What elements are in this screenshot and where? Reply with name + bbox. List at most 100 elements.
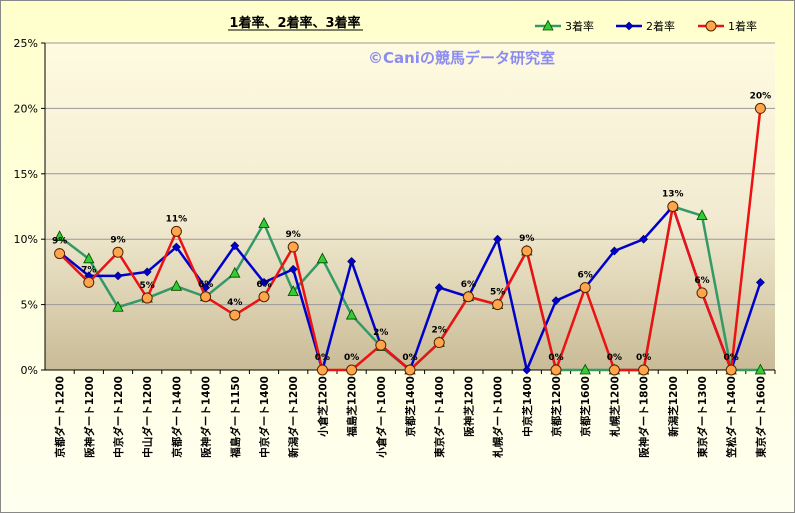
diamond-marker <box>230 241 240 251</box>
x-tick-label: 京都芝1200 <box>550 376 563 437</box>
data-label: 7% <box>81 265 96 275</box>
data-label: 9% <box>519 234 534 244</box>
grid-lines <box>41 42 776 374</box>
legend-item: 1着率 <box>698 19 757 33</box>
data-label: 2% <box>432 326 447 336</box>
circle-marker <box>404 364 416 376</box>
x-tick-label: 中京ダート1200 <box>112 376 125 458</box>
data-label: 6% <box>694 276 709 286</box>
y-tick-label: 15% <box>14 168 38 181</box>
x-tick-label: 札幌芝1200 <box>608 376 621 438</box>
circle-marker <box>725 364 737 376</box>
x-tick-label: 福島芝1200 <box>346 376 359 438</box>
circle-marker <box>492 299 504 311</box>
chart-title: 1着率、2着率、3着率 <box>229 15 360 31</box>
diamond-marker <box>113 271 123 281</box>
data-label: 20% <box>750 91 772 101</box>
triangle-marker <box>345 308 358 320</box>
y-tick-label: 25% <box>14 37 38 50</box>
data-label: 13% <box>662 190 684 200</box>
triangle-marker <box>754 363 767 375</box>
x-tick-label: 小倉ダート1000 <box>375 376 388 459</box>
circle-marker <box>200 291 212 303</box>
x-tick-label: 中山ダート1200 <box>141 376 154 458</box>
y-tick-labels: 0% 5% 10% 15% 20% 25% <box>14 37 38 377</box>
triangle-marker <box>258 217 270 228</box>
x-tick-label: 福島ダート1150 <box>229 376 242 459</box>
legend-label: 1着率 <box>728 19 757 33</box>
triangle-marker <box>696 209 708 221</box>
circle-marker <box>462 291 474 303</box>
data-label: 0% <box>344 353 359 363</box>
watermark: ©Caniの競馬データ研究室 <box>368 49 555 67</box>
data-label: 5% <box>140 281 155 291</box>
diamond-marker <box>522 365 532 375</box>
circle-marker <box>696 287 708 299</box>
circle-marker <box>550 364 562 376</box>
data-label: 9% <box>52 237 67 247</box>
x-tick-label: 中京ダート1400 <box>258 376 271 458</box>
legend-label: 3着率 <box>565 19 594 33</box>
data-label: 9% <box>286 230 301 240</box>
data-label: 6% <box>198 280 213 290</box>
triangle-marker <box>112 300 124 312</box>
diamond-marker <box>755 277 765 287</box>
x-tick-label: 中京芝1400 <box>521 376 534 437</box>
data-label: 0% <box>607 353 622 363</box>
data-label: 6% <box>461 280 476 290</box>
x-tick-label: 札幌ダート1000 <box>492 376 505 459</box>
data-label: 6% <box>256 280 271 290</box>
y-tick-label: 5% <box>21 299 38 312</box>
diamond-marker <box>259 277 269 287</box>
legend: 3着率 2着率 1着率 <box>535 19 757 33</box>
circle-marker <box>258 291 270 303</box>
legend-item: 2着率 <box>616 19 675 33</box>
y-tick-label: 20% <box>14 102 38 115</box>
circle-marker <box>287 241 299 253</box>
x-tick-label: 京都芝1400 <box>404 376 417 437</box>
data-label: 0% <box>315 353 330 363</box>
triangle-marker <box>542 19 554 31</box>
data-label: 0% <box>724 353 739 363</box>
diamond-marker <box>624 21 634 31</box>
diamond-marker <box>493 234 503 244</box>
data-label: 0% <box>548 353 563 363</box>
series-layer <box>53 102 767 376</box>
x-tick-label: 東京ダート1600 <box>754 376 767 458</box>
series-3 <box>54 102 766 376</box>
data-label: 0% <box>636 353 651 363</box>
diamond-marker <box>639 234 649 244</box>
data-label: 2% <box>373 328 388 338</box>
circle-marker <box>667 201 679 212</box>
circle-marker <box>83 276 95 288</box>
circle-marker <box>608 364 620 376</box>
data-label: 11% <box>166 214 188 224</box>
y-tick-label: 10% <box>14 233 38 246</box>
circle-marker <box>638 364 650 376</box>
x-tick-label: 阪神ダート1400 <box>200 376 213 458</box>
data-labels: 9% 7% 9% 5% 11% 6% 4% 6% 9% 0% 0% 2% 0% 2% 6% 5% 9% 0% 6% 0… <box>52 91 771 363</box>
data-label: 6% <box>578 271 593 281</box>
diamond-marker <box>142 267 152 277</box>
legend-item: 3着率 <box>535 19 594 33</box>
circle-marker <box>433 337 445 349</box>
y-tick-label: 0% <box>21 364 38 377</box>
x-tick-label: 京都ダート1200 <box>54 376 67 458</box>
triangle-marker <box>287 285 299 296</box>
circle-marker <box>521 245 533 257</box>
data-label: 4% <box>227 298 242 308</box>
triangle-marker <box>316 252 329 264</box>
circle-marker <box>705 20 717 32</box>
diamond-marker <box>434 283 444 293</box>
x-tick-label: 東京ダート1300 <box>696 376 709 458</box>
diamond-marker <box>609 246 619 256</box>
circle-marker <box>112 246 124 258</box>
x-tick-label: 笠松ダート1400 <box>725 376 738 459</box>
x-tick-label: 小倉芝1200 <box>316 376 329 438</box>
diamond-marker <box>347 257 357 266</box>
data-label: 9% <box>110 235 125 245</box>
triangle-marker <box>170 279 183 291</box>
diamond-marker <box>551 296 561 306</box>
